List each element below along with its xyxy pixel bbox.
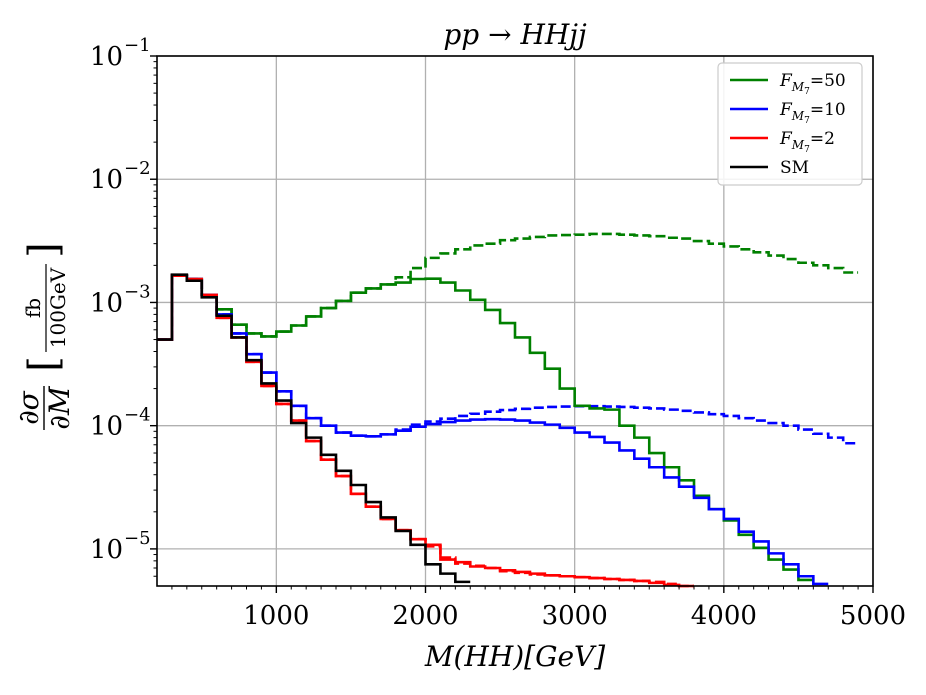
- series-group: [157, 232, 859, 588]
- legend-box: [717, 62, 863, 186]
- series-sm: [157, 273, 471, 584]
- y-tick-exponent: −5: [124, 528, 151, 549]
- y-label-denominator: ∂M: [43, 385, 76, 429]
- y-tick-label: 10: [90, 412, 123, 442]
- y-label-unit-numerator: fb: [21, 298, 45, 318]
- legend-label: FM7=50: [779, 71, 846, 97]
- y-tick-label: 10: [90, 42, 123, 72]
- x-tick-label: 3000: [542, 601, 608, 631]
- series-f-m7-50-solid: [157, 274, 814, 582]
- x-axis-label: M(HH)[GeV]: [424, 640, 605, 673]
- y-label-unit-denominator: 100GeV: [46, 267, 70, 348]
- y-axis-label: ∂σ ∂M [ fb 100GeV ]: [12, 242, 76, 430]
- legend: FM7=50 FM7=10 FM7=2 SM: [717, 62, 863, 186]
- y-tick-exponent: −4: [124, 405, 151, 426]
- y-tick-label: 10: [90, 288, 123, 318]
- series-f-m7-10-solid: [157, 274, 829, 586]
- y-label-numerator: ∂σ: [12, 390, 45, 424]
- chart-title: pp → HHjj: [443, 18, 587, 51]
- x-tick-label: 4000: [691, 601, 757, 631]
- y-tick-label: 10: [90, 165, 123, 195]
- legend-label: FM7=2: [779, 129, 835, 155]
- y-label-bracket-close: ]: [21, 242, 67, 258]
- legend-label: FM7=10: [779, 100, 846, 126]
- x-tick-label: 1000: [243, 601, 309, 631]
- y-tick-exponent: −1: [124, 35, 151, 56]
- legend-label: SM: [780, 158, 809, 178]
- x-ticks: 1000 2000 3000 4000 5000: [171, 586, 906, 631]
- x-tick-label: 2000: [392, 601, 458, 631]
- y-ticks: 10−510−410−310−210−1: [90, 35, 157, 577]
- y-tick-label: 10: [90, 535, 123, 565]
- y-tick-exponent: −3: [124, 281, 151, 302]
- y-label-bracket-open: [: [21, 356, 67, 372]
- y-tick-exponent: −2: [124, 158, 151, 179]
- x-tick-label: 5000: [840, 601, 906, 631]
